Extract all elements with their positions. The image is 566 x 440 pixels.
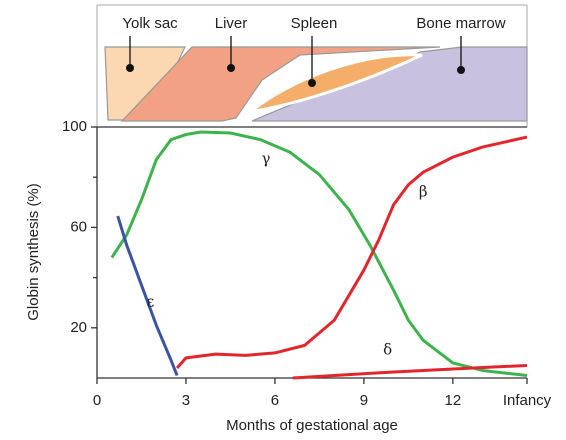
x-axis-label: Months of gestational age [226, 417, 398, 434]
x-tick-label: Infancy [503, 392, 552, 409]
x-tick-label: 0 [93, 392, 101, 409]
site-label: Spleen [291, 15, 338, 32]
y-tick-label: 20 [70, 319, 87, 336]
series-label: δ [383, 340, 392, 358]
x-tick-label: 3 [182, 392, 190, 409]
site-label: Bone marrow [416, 15, 505, 32]
x-tick-label: 9 [360, 392, 368, 409]
series-label: γ [262, 150, 271, 168]
y-tick-label: 100 [62, 118, 87, 135]
x-tick-label: 6 [271, 392, 279, 409]
chart: Yolk sac Liver Spleen Bone marrow Months… [0, 0, 566, 440]
series-line [177, 137, 527, 368]
series-label: ε [146, 293, 154, 311]
site-label: Yolk sac [122, 15, 178, 32]
x-tick-label: 12 [445, 392, 462, 409]
site-label: Liver [215, 15, 248, 32]
series-line [112, 132, 527, 375]
y-tick-label: 60 [70, 218, 87, 235]
series-label: β [419, 182, 428, 200]
y-axis-label: Globin synthesis (%) [25, 183, 42, 321]
